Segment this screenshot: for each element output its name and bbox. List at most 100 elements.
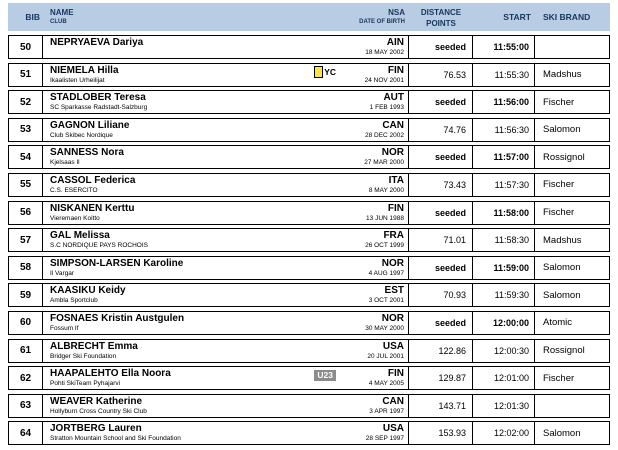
nsa-dob-block: EST 3 OCT 2001 <box>369 285 404 305</box>
athlete-cell: SIMPSON-LARSEN Karoline Il Vargar NOR 4 … <box>43 256 409 279</box>
bib-number: 61 <box>9 339 43 362</box>
table-header: BIB NAME CLUB NSA DATE OF BIRTH DISTANCE… <box>8 3 610 31</box>
nsa-code: NOR <box>381 147 404 159</box>
nsa-code: FRA <box>383 230 404 242</box>
athlete-cell: HAAPALEHTO Ella Noora Pohti SkiTeam Pyha… <box>43 367 409 390</box>
athlete-name: GAL Melissa <box>50 230 110 242</box>
nsa-code: NOR <box>381 312 404 324</box>
table-row: 62 HAAPALEHTO Ella Noora Pohti SkiTeam P… <box>8 366 610 391</box>
club-name: Stratton Mountain School and Ski Foundat… <box>50 435 181 443</box>
bib-number: 59 <box>9 284 43 307</box>
bib-number: 51 <box>9 63 43 86</box>
nsa-dob-block: NOR 27 MAR 2000 <box>364 147 404 167</box>
club-name: C.S. ESERCITO <box>50 186 98 194</box>
date-of-birth: 3 OCT 2001 <box>368 297 404 305</box>
athlete-name: SIMPSON-LARSEN Karoline <box>50 257 184 269</box>
distance-points-value: 129.87 <box>409 367 473 390</box>
table-row: 56 NISKANEN Kerttu Vieremaen Koitto FIN … <box>8 200 610 225</box>
bib-number: 56 <box>9 201 43 224</box>
date-of-birth: 8 MAY 2000 <box>368 186 404 194</box>
athlete-cell: NISKANEN Kerttu Vieremaen Koitto FIN 13 … <box>43 201 409 224</box>
athlete-cell: GAGNON Liliane Club Skibec Nordique CAN … <box>43 118 409 141</box>
date-of-birth: 28 DEC 2002 <box>364 131 404 139</box>
athlete-cell: ALBRECHT Emma Bridger Ski Foundation USA… <box>43 339 409 362</box>
nsa-dob-block: NOR 4 AUG 1997 <box>369 258 404 278</box>
header-ski-brand: SKI BRAND <box>543 12 591 22</box>
bib-number: 58 <box>9 256 43 279</box>
athlete-cell: GAL Melissa S.C NORDIQUE PAYS ROCHOIS FR… <box>43 229 409 252</box>
nsa-code: FIN <box>387 64 404 76</box>
distance-points-value: 122.86 <box>409 339 473 362</box>
table-row: 55 CASSOL Federica C.S. ESERCITO ITA 8 M… <box>8 172 610 197</box>
nsa-code: USA <box>382 340 404 352</box>
athlete-name: NIEMELA Hilla <box>50 64 119 76</box>
athlete-name: GAGNON Liliane <box>50 119 130 131</box>
club-name: Pohti SkiTeam Pyhajarvi <box>50 380 121 388</box>
distance-points-value: 74.76 <box>409 118 473 141</box>
table-row: 50 NEPRYAEVA Dariya AIN 18 MAY 2002 seed… <box>8 35 610 59</box>
ski-brand-value: Salomon <box>543 124 581 136</box>
nsa-code: FIN <box>387 202 404 214</box>
distance-points-value: 153.93 <box>409 422 473 445</box>
club-name: Club Skibec Nordique <box>50 131 113 139</box>
nsa-dob-block: FIN 13 JUN 1988 <box>366 203 404 223</box>
ski-brand-value: Fischer <box>543 179 575 191</box>
date-of-birth: 4 AUG 1997 <box>368 269 404 277</box>
athlete-name: SANNESS Nora <box>50 147 124 159</box>
athlete-name: JORTBERG Lauren <box>50 423 142 435</box>
athlete-cell: CASSOL Federica C.S. ESERCITO ITA 8 MAY … <box>43 173 409 196</box>
date-of-birth: 13 JUN 1988 <box>366 214 404 222</box>
start-time: 11:58:30 <box>473 229 535 252</box>
nsa-code: CAN <box>382 119 404 131</box>
start-time: 12:00:00 <box>473 311 535 334</box>
header-distance-line1: DISTANCE <box>420 8 462 17</box>
date-of-birth: 26 OCT 1999 <box>365 242 404 250</box>
date-of-birth: 30 MAY 2000 <box>365 324 404 332</box>
header-distance-points: DISTANCE POINTS <box>409 3 473 31</box>
ski-brand-value <box>535 395 609 417</box>
athlete-name: HAAPALEHTO Ella Noora <box>50 368 171 380</box>
table-row: 60 FOSNAES Kristin Austgulen Fossum If N… <box>8 310 610 335</box>
table-body: 50 NEPRYAEVA Dariya AIN 18 MAY 2002 seed… <box>8 35 610 446</box>
header-nsa-dob: NSA DATE OF BIRTH <box>359 7 405 26</box>
bib-number: 53 <box>9 118 43 141</box>
athlete-name: STADLOBER Teresa <box>50 92 146 104</box>
start-time: 11:59:00 <box>473 256 535 279</box>
start-time: 11:56:30 <box>473 118 535 141</box>
bib-number: 50 <box>9 36 43 58</box>
ski-brand-value: Salomon <box>543 262 581 274</box>
distance-points-value: seeded <box>409 256 473 279</box>
club-name: Ambla Sportclub <box>50 297 98 305</box>
club-name: Il Vargar <box>50 269 75 277</box>
start-time: 11:57:30 <box>473 173 535 196</box>
nsa-dob-block: CAN 3 APR 1997 <box>369 396 404 416</box>
table-row: 52 STADLOBER Teresa SC Sparkasse Radstad… <box>8 90 610 115</box>
ski-brand-value: Salomon <box>543 289 581 301</box>
start-time: 12:01:30 <box>473 394 535 417</box>
nsa-dob-block: AUT 1 FEB 1993 <box>370 92 404 112</box>
bib-number: 60 <box>9 311 43 334</box>
athlete-cell: NIEMELA Hilla Ikaalisten Urheilijat YC F… <box>43 63 409 86</box>
start-time: 12:00:30 <box>473 339 535 362</box>
date-of-birth: 20 JUL 2001 <box>367 352 404 360</box>
nsa-dob-block: ITA 8 MAY 2000 <box>369 175 404 195</box>
club-name: Bridger Ski Foundation <box>50 352 117 360</box>
date-of-birth: 28 SEP 1997 <box>365 435 404 443</box>
table-row: 54 SANNESS Nora Kjelsaas Il NOR 27 MAR 2… <box>8 145 610 170</box>
yellow-card-label: YC <box>324 66 336 77</box>
nsa-code: CAN <box>382 395 404 407</box>
distance-points-value: seeded <box>409 91 473 114</box>
nsa-code: AIN <box>386 37 404 48</box>
bib-number: 54 <box>9 146 43 169</box>
table-row: 57 GAL Melissa S.C NORDIQUE PAYS ROCHOIS… <box>8 228 610 253</box>
club-name: S.C NORDIQUE PAYS ROCHOIS <box>50 242 148 250</box>
header-name-club: NAME CLUB NSA DATE OF BIRTH <box>43 3 409 31</box>
ski-brand-value: Madshus <box>543 69 582 81</box>
club-name: Ikaalisten Urheilijat <box>50 76 105 84</box>
yellow-card-badge: YC <box>314 65 336 78</box>
nsa-dob-block: FIN 4 MAY 2005 <box>369 368 404 388</box>
bib-number: 52 <box>9 91 43 114</box>
start-list-table: BIB NAME CLUB NSA DATE OF BIRTH DISTANCE… <box>8 3 610 446</box>
nsa-code: ITA <box>388 174 404 186</box>
